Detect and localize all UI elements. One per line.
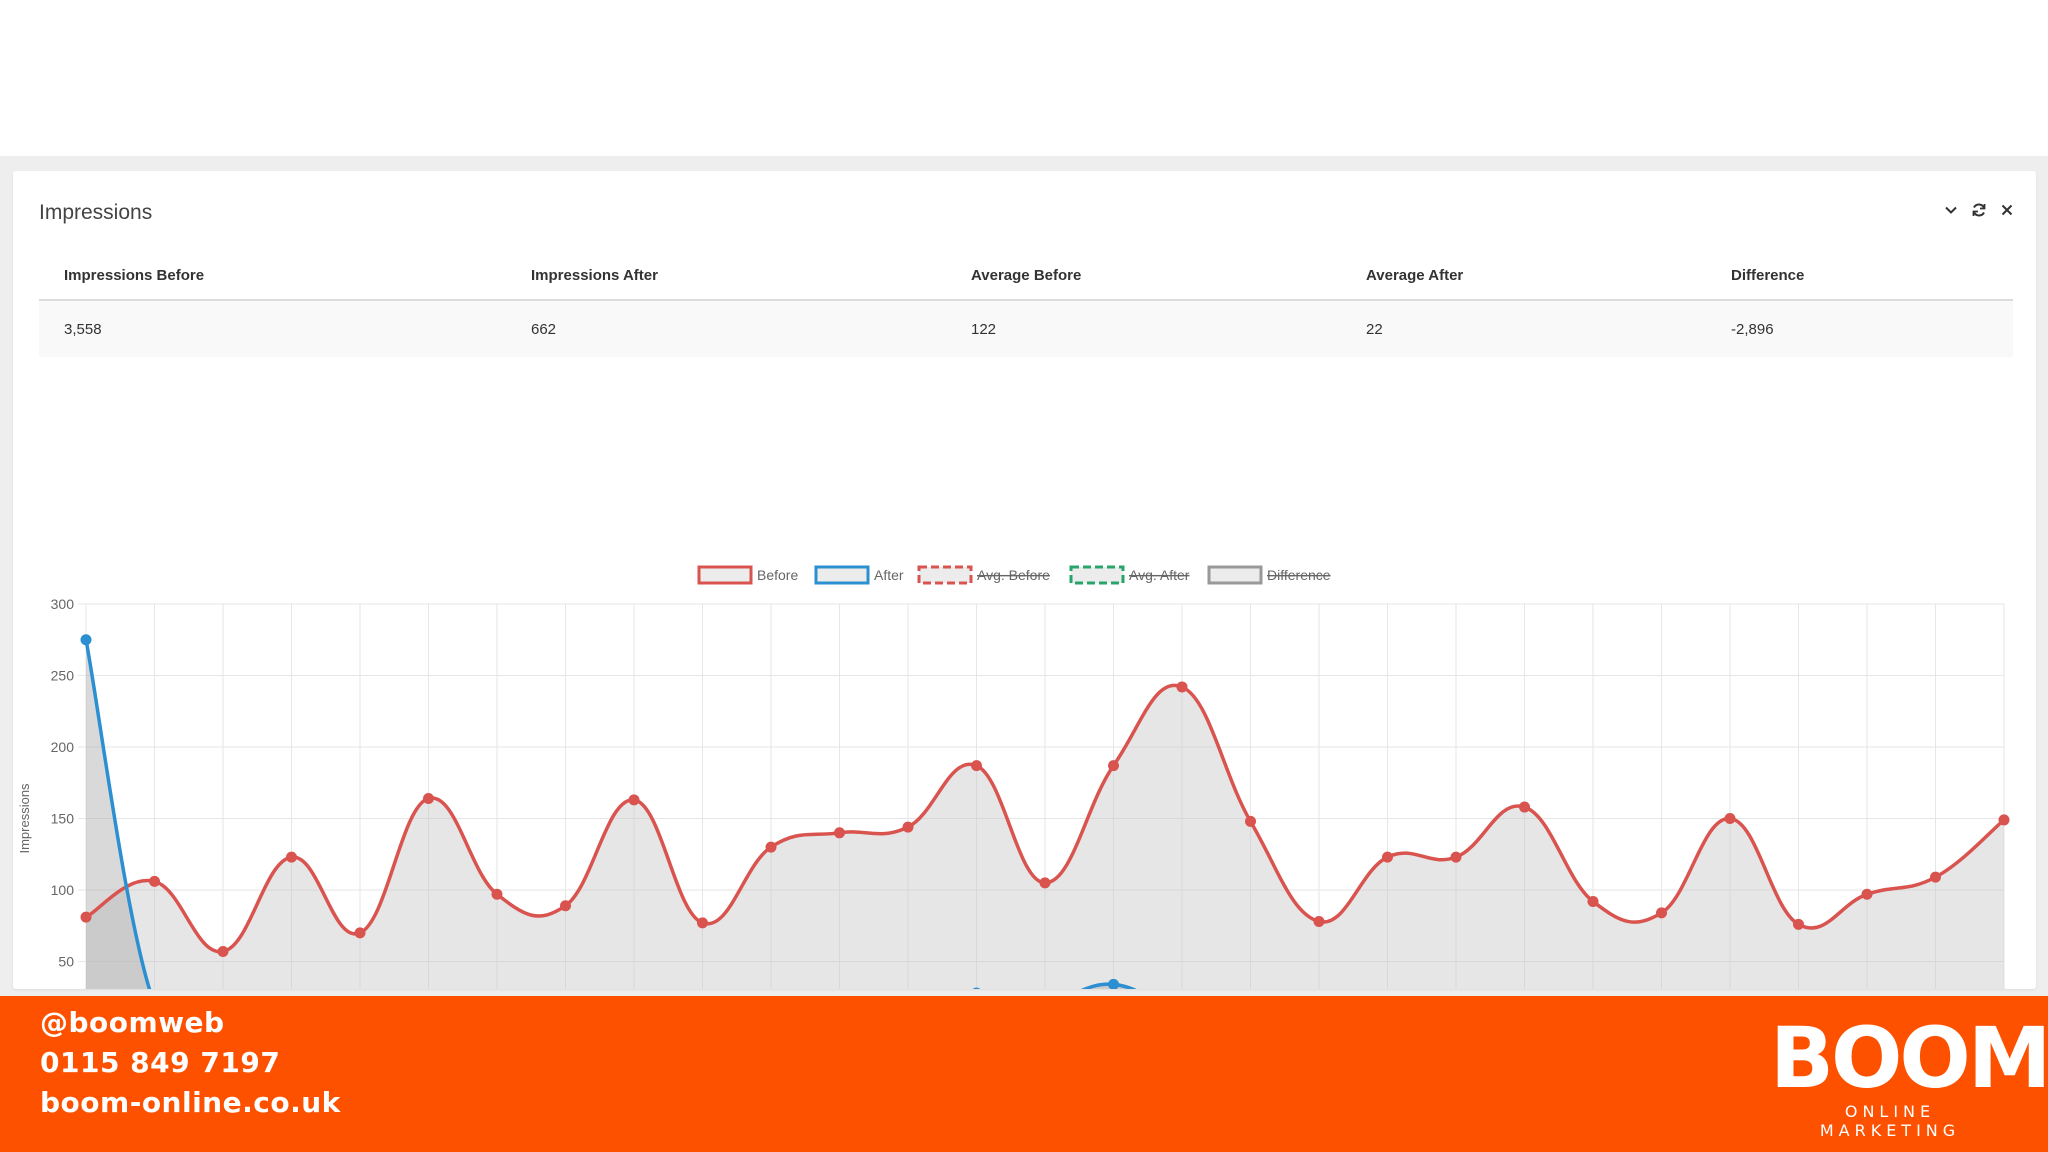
footer-website: boom-online.co.uk: [40, 1086, 341, 1119]
data-point-before: [1587, 895, 1599, 907]
data-point-before: [80, 911, 92, 923]
legend-swatch: [917, 565, 973, 585]
chart-container: 05010015020025030023/05/1924/05/1925/05/…: [13, 391, 2036, 1152]
legend-label: After: [874, 567, 904, 583]
y-tick-label: 200: [51, 739, 75, 755]
data-point-before: [1450, 851, 1462, 863]
data-point-before: [1039, 877, 1051, 889]
header-impressions-before: Impressions Before: [64, 266, 205, 284]
y-tick-label: 150: [51, 811, 75, 827]
legend-label: Avg. Before: [977, 567, 1050, 583]
data-point-before: [1998, 814, 2010, 826]
logo-subtitle: ONLINE MARKETING: [1819, 1102, 1961, 1140]
y-tick-label: 50: [58, 954, 74, 970]
series-area-before: [86, 685, 2004, 1033]
data-point-before: [765, 841, 777, 853]
y-tick-label: 100: [51, 882, 75, 898]
impressions-chart: 05010015020025030023/05/1924/05/1925/05/…: [17, 565, 2031, 1152]
summary-value-row: 3,558 662 122 22 -2,896: [39, 301, 2013, 357]
legend-item[interactable]: Difference: [1207, 565, 1331, 585]
data-point-after: [80, 634, 92, 646]
data-point-before: [697, 917, 708, 929]
legend-label: Difference: [1267, 567, 1331, 583]
data-point-after: [1108, 978, 1119, 990]
data-point-before: [971, 760, 982, 772]
legend-label: Avg. After: [1129, 567, 1190, 583]
data-point-before: [286, 851, 297, 863]
close-icon[interactable]: [1998, 201, 2016, 219]
legend-swatch: [1207, 565, 1263, 585]
legend-swatch: [1069, 565, 1125, 585]
data-point-before: [834, 827, 845, 839]
summary-header-row: Impressions Before Impressions After Ave…: [39, 251, 2013, 301]
data-point-before: [491, 888, 503, 900]
data-point-before: [1313, 915, 1325, 927]
top-margin: [0, 0, 2048, 156]
refresh-icon[interactable]: [1970, 201, 1988, 219]
footer-phone: 0115 849 7197: [40, 1046, 281, 1079]
data-point-before: [354, 927, 366, 939]
legend-label: Before: [757, 567, 798, 583]
header-average-after: Average After: [1366, 266, 1464, 284]
header-difference: Difference: [1731, 266, 1805, 284]
data-point-before: [1108, 760, 1119, 772]
header-impressions-after: Impressions After: [531, 266, 658, 284]
panel-tools: [1942, 201, 2016, 219]
y-tick-label: 300: [51, 596, 75, 612]
data-point-before: [1724, 813, 1736, 824]
data-point-before: [1519, 801, 1530, 813]
data-point-before: [1176, 681, 1188, 693]
legend-item[interactable]: After: [814, 565, 904, 585]
value-impressions-before: 3,558: [64, 320, 102, 338]
header-average-before: Average Before: [971, 266, 1082, 284]
footer-handle: @boomweb: [40, 1006, 225, 1039]
legend-item[interactable]: Avg. After: [1069, 565, 1190, 585]
legend-swatch: [697, 565, 753, 585]
y-tick-label: 250: [51, 668, 75, 684]
data-point-before: [902, 821, 914, 833]
data-point-before: [560, 900, 571, 912]
legend-swatch: [814, 565, 870, 585]
value-difference: -2,896: [1731, 320, 1774, 338]
data-point-before: [1930, 871, 1941, 883]
data-point-before: [1382, 851, 1393, 863]
data-point-before: [149, 875, 160, 887]
value-average-before: 122: [971, 320, 997, 338]
data-point-before: [628, 794, 640, 806]
legend-item[interactable]: Before: [697, 565, 798, 585]
data-point-before: [1793, 918, 1804, 930]
legend-item[interactable]: Avg. Before: [917, 565, 1050, 585]
chevron-down-icon[interactable]: [1942, 201, 1960, 219]
value-average-after: 22: [1366, 320, 1383, 338]
footer-banner: @boomweb 0115 849 7197 boom-online.co.uk…: [0, 996, 2048, 1152]
logo-word: BOOM: [1770, 1009, 2048, 1107]
data-point-before: [1861, 888, 1873, 900]
summary-table: Impressions Before Impressions After Ave…: [39, 251, 2013, 357]
panel-title: Impressions: [39, 201, 153, 224]
impressions-panel: Impressions Impressions Before Impressio…: [13, 171, 2036, 1152]
data-point-before: [423, 792, 434, 804]
data-point-before: [1245, 815, 1256, 827]
data-point-before: [1656, 907, 1667, 919]
value-impressions-after: 662: [531, 320, 557, 338]
data-point-before: [217, 945, 229, 957]
boom-logo: BOOM ONLINE MARKETING: [1770, 1009, 2048, 1140]
y-axis-title: Impressions: [17, 783, 32, 854]
